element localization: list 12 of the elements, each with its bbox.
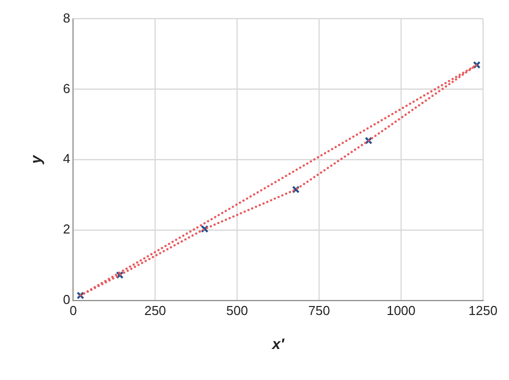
y-tick-label: 2 <box>62 222 70 237</box>
x-tick-label: 500 <box>226 302 248 318</box>
x-axis-title: x′ <box>271 336 286 354</box>
x-tick-label: 1250 <box>468 302 498 318</box>
x-tick-label: 1000 <box>386 302 416 318</box>
y-tick-label: 8 <box>62 10 70 26</box>
y-tick-label: 0 <box>62 292 70 307</box>
x-tick-label: 250 <box>144 302 166 318</box>
x-tick-label: 750 <box>308 302 330 318</box>
y-tick-label: 6 <box>62 80 70 96</box>
y-tick-label: 4 <box>62 151 70 166</box>
y-axis-title: y <box>28 154 46 165</box>
